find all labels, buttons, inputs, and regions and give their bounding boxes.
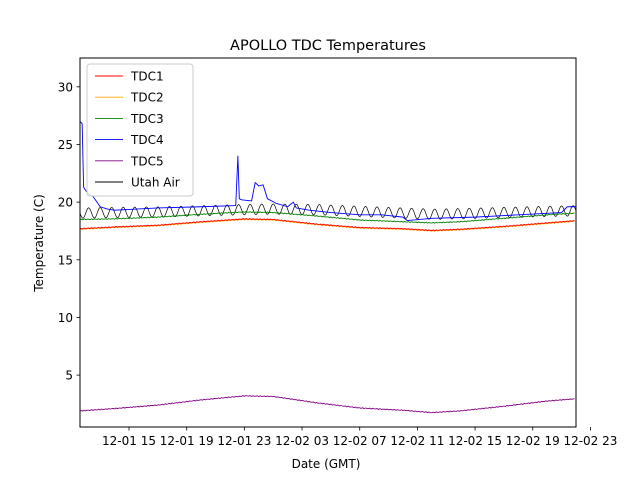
x-tick-label: 12-01 15 [102,434,156,448]
y-axis-label: Temperature (C) [32,194,46,293]
x-tick-label: 12-01 23 [217,434,271,448]
y-tick-label: 20 [58,196,73,210]
x-tick-label: 12-02 11 [390,434,444,448]
series-line-tdc1 [80,218,575,232]
x-tick-label: 12-02 03 [275,434,329,448]
plot-frame [79,57,577,428]
x-tick-label: 12-02 15 [448,434,502,448]
legend: TDC1 TDC2 TDC3 TDC4 TDC5 Utah Air [86,63,194,197]
series-line-tdc3 [80,211,575,224]
legend-label: Utah Air [131,176,180,190]
series-line-tdc4 [80,121,576,222]
legend-label: TDC4 [130,133,164,147]
series-line-tdc5 [80,395,575,414]
y-tick-label: 5 [65,369,73,383]
y-tick-label: 25 [58,138,73,152]
x-axis-label: Date (GMT) [292,457,361,471]
y-tick-label: 15 [58,253,73,267]
chart-title: APOLLO TDC Temperatures [230,38,426,54]
legend-label: TDC3 [130,112,164,126]
y-tick-label: 30 [58,80,73,94]
legend-label: TDC5 [130,154,164,168]
x-tick-label: 12-02 23 [563,434,617,448]
x-tick-label: 12-02 19 [506,434,560,448]
legend-label: TDC1 [130,70,164,84]
x-tick-label: 12-01 19 [160,434,214,448]
series-line-tdc2 [80,218,575,232]
y-tick-label: 10 [58,311,73,325]
legend-label: TDC2 [130,91,164,105]
x-tick-label: 12-02 07 [333,434,387,448]
